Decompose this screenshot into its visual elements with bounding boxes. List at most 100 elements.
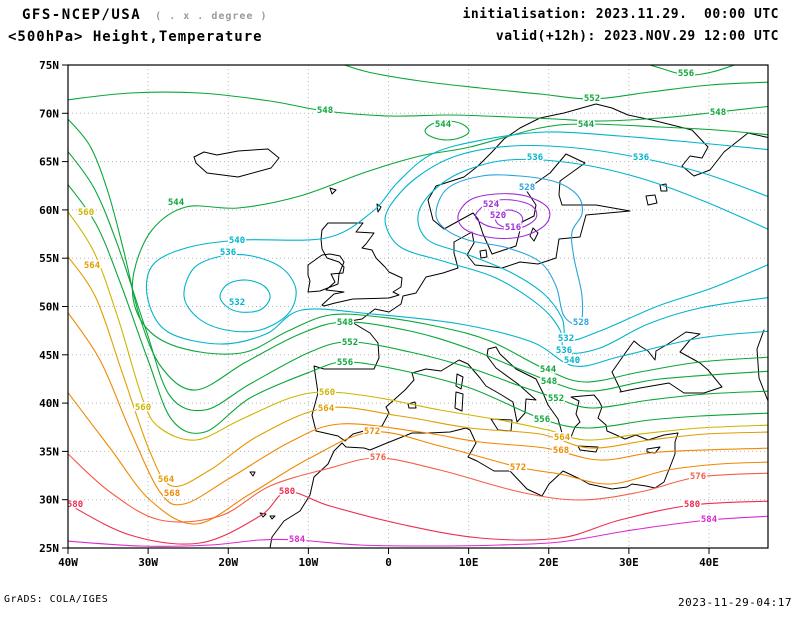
contour-label-584: 584 [289, 535, 306, 545]
contour-label-568: 568 [553, 446, 569, 456]
contour-label-584: 584 [701, 515, 718, 525]
contour-line-544 [424, 120, 470, 141]
contour-label-580: 580 [279, 487, 295, 497]
header-line-1: GFS-NCEP/USA ( . x . degree ) [22, 7, 267, 23]
contour-label-548: 548 [317, 106, 333, 116]
contour-line-536 [183, 253, 297, 333]
lon-axis-label: 20E [539, 556, 559, 569]
contour-labels: 5485525565485445445445405365325365285365… [67, 68, 728, 547]
lon-axis-label: 10W [298, 556, 318, 569]
lat-axis-label: 45N [39, 349, 59, 362]
contour-label-564: 564 [84, 261, 101, 271]
grads-stamp: GrADS: COLA/IGES [4, 594, 109, 605]
contour-line-556 [647, 65, 736, 76]
contour-label-548: 548 [541, 377, 557, 387]
contour-line-540 [145, 131, 768, 367]
lon-axis-label: 30W [138, 556, 158, 569]
coastlines [193, 103, 768, 548]
contour-line-552 [342, 65, 768, 100]
lat-axis-label: 75N [39, 59, 59, 72]
contour-label-560: 560 [78, 208, 94, 218]
contour-line-552 [68, 150, 768, 412]
product-title: <500hPa> Height,Temperature [8, 29, 263, 45]
contour-line-556 [68, 183, 768, 434]
contour-label-524: 524 [483, 200, 500, 210]
contour-line-584 [68, 515, 768, 547]
contour-label-528: 528 [573, 318, 589, 328]
contour-label-556: 556 [337, 358, 353, 368]
contour-label-572: 572 [364, 427, 380, 437]
contour-label-564: 564 [158, 475, 175, 485]
contour-label-572: 572 [510, 463, 526, 473]
contour-label-532: 532 [229, 298, 245, 308]
contour-label-544: 544 [435, 120, 452, 130]
contour-label-548: 548 [337, 318, 353, 328]
lon-axis-label: 30E [619, 556, 639, 569]
contour-label-552: 552 [548, 394, 564, 404]
contour-line-548 [68, 91, 768, 122]
init-time: initialisation: 2023.11.29. 00:00 UTC [462, 7, 779, 22]
contour-label-580: 580 [684, 500, 700, 510]
contour-label-540: 540 [564, 356, 580, 366]
lon-axis-label: 10E [459, 556, 479, 569]
contour-line-560 [68, 210, 768, 441]
lat-axis-label: 30N [39, 494, 59, 507]
contour-label-556: 556 [678, 69, 694, 79]
contour-label-520: 520 [490, 211, 506, 221]
contour-label-528: 528 [519, 183, 535, 193]
lat-axis-label: 60N [39, 204, 59, 217]
grid-resolution: ( . x . degree ) [155, 11, 268, 22]
contour-label-560: 560 [319, 388, 335, 398]
lat-axis-label: 55N [39, 252, 59, 265]
valid-time: valid(+12h): 2023.NOV.29 12:00 UTC [495, 29, 779, 44]
contour-label-580: 580 [67, 500, 83, 510]
contour-label-564: 564 [554, 433, 571, 443]
contour-label-544: 544 [168, 198, 185, 208]
contour-label-536: 536 [220, 248, 236, 258]
contour-line-568 [68, 311, 768, 506]
contour-label-564: 564 [318, 404, 335, 414]
lat-axis-label: 25N [39, 542, 59, 555]
lat-axis-label: 35N [39, 445, 59, 458]
lon-axis-label: 40E [699, 556, 719, 569]
lat-axis-label: 40N [39, 397, 59, 410]
lon-axis-label: 0 [385, 556, 392, 569]
axis-ticks [62, 64, 710, 554]
contour-line-532 [219, 279, 271, 313]
contour-line-544 [131, 123, 768, 383]
contour-line-548 [68, 118, 768, 392]
contour-label-552: 552 [584, 94, 600, 104]
contour-line-576 [68, 453, 768, 523]
contour-label-536: 536 [633, 153, 649, 163]
contour-label-576: 576 [690, 472, 706, 482]
contour-label-560: 560 [135, 403, 151, 413]
contour-label-544: 544 [578, 120, 595, 130]
contour-label-516: 516 [505, 223, 521, 233]
generation-timestamp: 2023-11-29-04:17 [678, 596, 792, 609]
contour-label-548: 548 [710, 108, 726, 118]
contour-line-516 [494, 209, 524, 229]
contour-line-520 [474, 199, 538, 230]
lat-axis-label: 50N [39, 301, 59, 314]
model-title: GFS-NCEP/USA [22, 7, 142, 23]
contour-label-556: 556 [534, 415, 550, 425]
contour-line-524 [457, 193, 551, 239]
contour-line-536 [384, 144, 768, 354]
contour-line-564 [68, 255, 768, 488]
contour-label-576: 576 [370, 453, 386, 463]
contour-label-536: 536 [556, 346, 572, 356]
contour-label-536: 536 [527, 153, 543, 163]
lat-axis-label: 70N [39, 107, 59, 120]
contour-line-532 [417, 158, 768, 342]
height-contours [68, 65, 768, 547]
contour-label-532: 532 [558, 334, 574, 344]
lat-lon-grid [68, 65, 768, 548]
lon-axis-label: 20W [218, 556, 238, 569]
contour-label-552: 552 [342, 338, 358, 348]
contour-label-544: 544 [540, 365, 557, 375]
contour-label-568: 568 [164, 489, 180, 499]
contour-line-528 [435, 174, 584, 326]
contour-line-572 [68, 391, 768, 525]
